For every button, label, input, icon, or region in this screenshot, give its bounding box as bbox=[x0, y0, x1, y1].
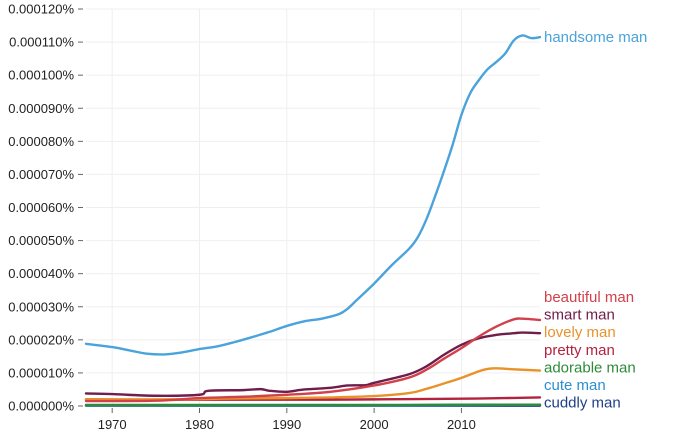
y-tick-label: 0.000060% bbox=[8, 200, 74, 215]
series-line-lovely-man[interactable] bbox=[84, 367, 542, 401]
x-tick-label: 1970 bbox=[98, 417, 127, 432]
x-tick-label: 1990 bbox=[272, 417, 301, 432]
y-tick-label: 0.000110% bbox=[9, 35, 74, 50]
y-tick-label: 0.000010% bbox=[8, 365, 74, 380]
series-label-cuddly-man[interactable]: cuddly man bbox=[544, 395, 621, 412]
y-tick-label: 0.000040% bbox=[8, 266, 74, 281]
y-axis: 0.000000% 0.000010% 0.000020% 0.000030% 0.00… bbox=[8, 2, 83, 414]
x-tick-label: 1980 bbox=[185, 417, 214, 432]
y-tick-label: 0.000070% bbox=[8, 167, 74, 182]
series-label-beautiful-man[interactable]: beautiful man bbox=[544, 289, 634, 306]
series-label-smart-man[interactable]: smart man bbox=[544, 307, 615, 324]
series-label-handsome-man[interactable]: handsome man bbox=[544, 29, 647, 46]
x-axis: 1970 1980 1990 2000 2010 bbox=[98, 408, 476, 432]
series-label-cute-man[interactable]: cute man bbox=[544, 377, 606, 394]
y-tick-label: 0.000100% bbox=[8, 68, 74, 83]
series-label-pretty-man[interactable]: pretty man bbox=[544, 342, 615, 359]
gridlines bbox=[86, 8, 540, 407]
y-tick-label: 0.000120% bbox=[8, 2, 74, 17]
series-line-smart-man[interactable] bbox=[84, 331, 542, 397]
y-tick-label: 0.000090% bbox=[8, 101, 74, 116]
series-lines bbox=[84, 34, 542, 407]
series-line-handsome-man[interactable] bbox=[84, 34, 542, 356]
series-line-beautiful-man[interactable] bbox=[84, 317, 542, 403]
x-tick-label: 2000 bbox=[360, 417, 389, 432]
y-tick-label: 0.000020% bbox=[8, 332, 74, 347]
y-tick-label: 0.000080% bbox=[8, 134, 74, 149]
series-label-adorable-man[interactable]: adorable man bbox=[544, 359, 636, 376]
y-tick-label: 0.000030% bbox=[8, 299, 74, 314]
y-tick-label: 0.000050% bbox=[8, 233, 74, 248]
x-tick-label: 2010 bbox=[447, 417, 476, 432]
y-tick-label: 0.000000% bbox=[8, 399, 74, 414]
series-label-lovely-man[interactable]: lovely man bbox=[544, 324, 616, 341]
